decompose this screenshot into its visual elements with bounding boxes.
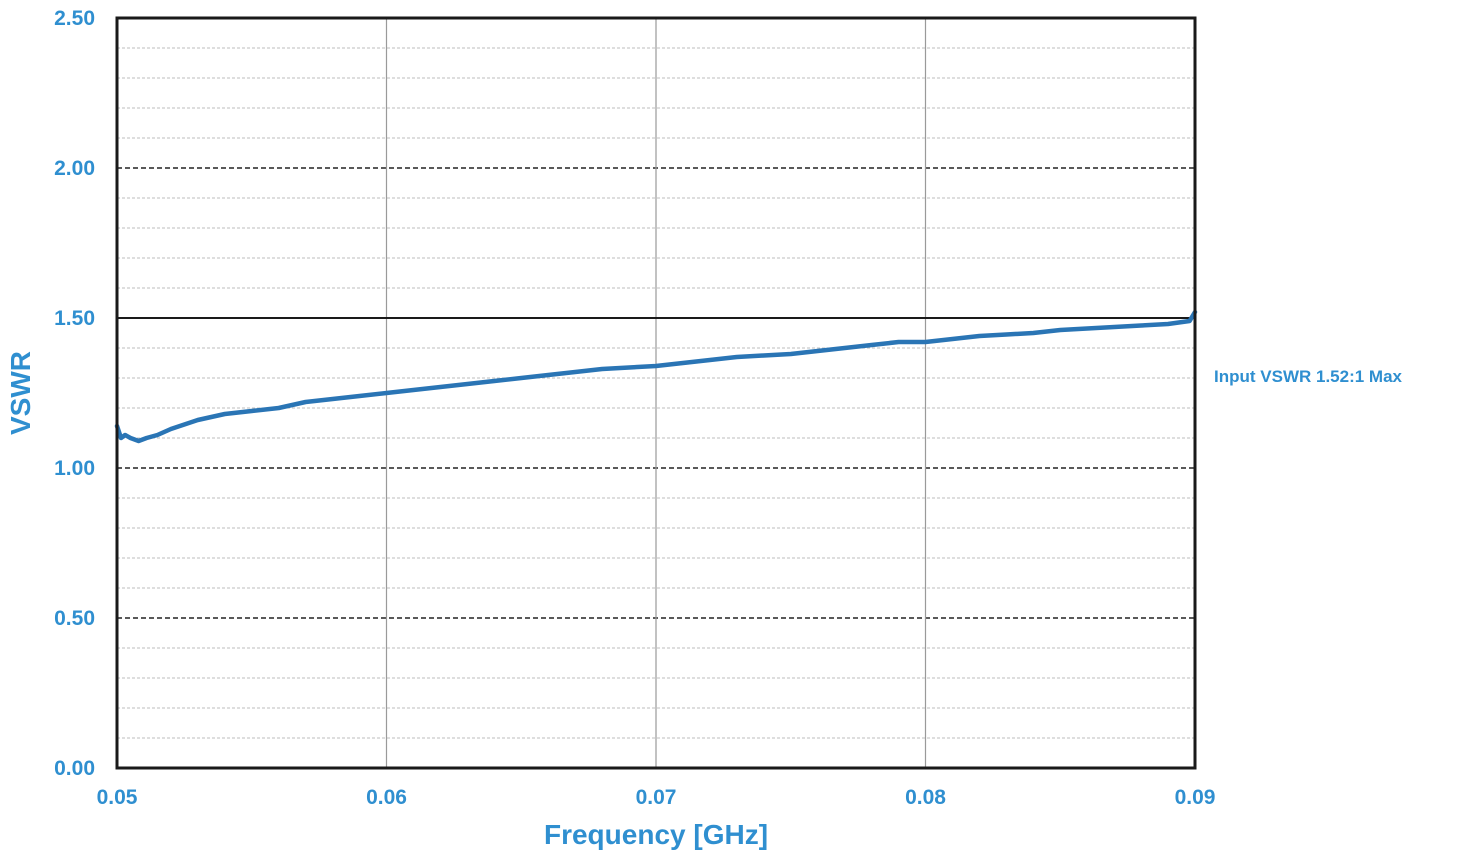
vswr-series-line [114, 309, 1198, 444]
y-tick-label: 1.00 [54, 457, 95, 480]
x-tick-label: 0.05 [97, 786, 138, 809]
y-tick-label: 0.00 [54, 757, 95, 780]
tick-labels: 0.00 0.50 1.00 1.50 2.00 2.50 0.05 0.06 0.07 0.08… [54, 7, 1215, 809]
y-axis-title: VSWR [5, 351, 36, 435]
x-axis-title: Frequency [GHz] [544, 819, 768, 850]
y-tick-label: 2.00 [54, 157, 95, 180]
max-vswr-annotation: Input VSWR 1.52:1 Max [1214, 367, 1403, 386]
plot-frame [115, 16, 1197, 770]
series-layer [114, 309, 1198, 444]
x-tick-label: 0.07 [636, 786, 677, 809]
x-tick-label: 0.09 [1175, 786, 1216, 809]
y-tick-label: 0.50 [54, 607, 95, 630]
x-tick-label: 0.08 [905, 786, 946, 809]
y-tick-label: 2.50 [54, 7, 95, 30]
y-tick-label: 1.50 [54, 307, 95, 330]
x-tick-label: 0.06 [366, 786, 407, 809]
